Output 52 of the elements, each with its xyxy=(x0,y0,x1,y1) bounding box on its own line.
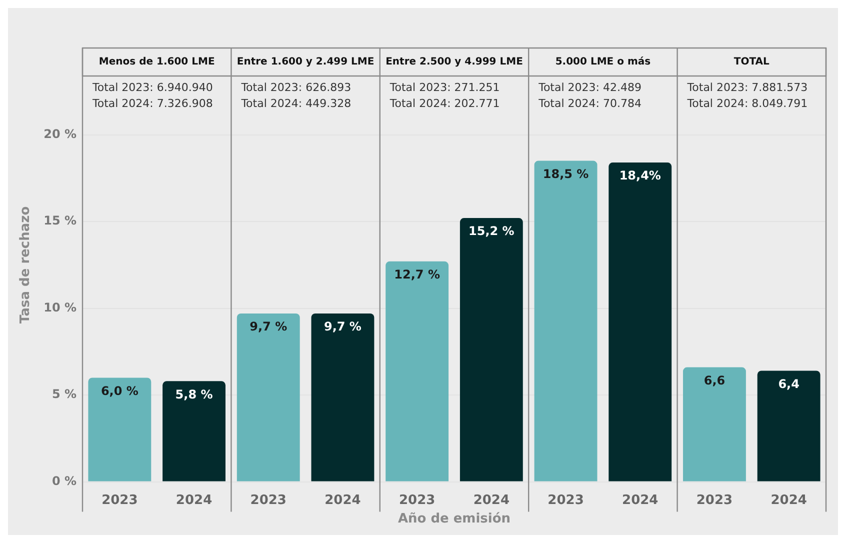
annotation: Total 2024: 7.326.908 xyxy=(92,96,213,110)
y-axis-title: Tasa de rechazo xyxy=(18,206,34,324)
annotation: Total 2024: 70.784 xyxy=(538,96,642,110)
y-tick-label: 10 % xyxy=(44,300,76,314)
y-tick-label: 15 % xyxy=(44,214,76,228)
annotation: Total 2023: 271.251 xyxy=(388,80,500,94)
data-label: 12,7 % xyxy=(394,268,440,282)
annotation: Total 2023: 6.940.940 xyxy=(92,80,213,94)
annotation: Total 2024: 202.771 xyxy=(388,96,500,110)
x-axis-title: Año de emisión xyxy=(398,512,511,527)
bar xyxy=(236,313,300,482)
annotation: Total 2023: 626.893 xyxy=(240,80,352,94)
data-label: 6,0 % xyxy=(100,384,138,398)
x-tick-label: 2024 xyxy=(176,492,212,508)
annotation: 5.000 LME o más xyxy=(555,56,651,68)
bar xyxy=(608,162,672,482)
annotation: Entre 1.600 y 2.499 LME xyxy=(236,56,374,68)
data-label: 15,2 % xyxy=(468,224,514,238)
bar xyxy=(534,160,598,482)
annotation: Entre 2.500 y 4.999 LME xyxy=(386,56,524,68)
bar xyxy=(386,261,449,482)
annotation: TOTAL xyxy=(734,56,770,68)
annotation: Total 2023: 7.881.573 xyxy=(686,80,808,94)
annotation: Total 2023: 42.489 xyxy=(538,80,642,94)
bar xyxy=(311,313,374,482)
bar xyxy=(88,378,152,482)
x-tick-label: 2023 xyxy=(250,492,286,508)
y-tick-label: 20 % xyxy=(44,126,76,141)
data-label: 9,7 % xyxy=(250,320,288,334)
annotation: Menos de 1.600 LME xyxy=(98,56,215,68)
x-tick-label: 2023 xyxy=(696,492,733,508)
x-tick-label: 2024 xyxy=(473,492,510,508)
annotation: Total 2024: 8.049.791 xyxy=(686,96,808,110)
x-tick-label: 2023 xyxy=(102,492,138,508)
x-tick-label: 2024 xyxy=(324,492,361,508)
data-label: 18,5 % xyxy=(542,166,589,181)
data-label: 6,4 xyxy=(778,376,800,391)
y-tick-label: 5 % xyxy=(52,387,76,402)
x-tick-label: 2024 xyxy=(622,492,658,508)
bar xyxy=(757,370,820,482)
data-label: 9,7 % xyxy=(324,320,362,334)
bar xyxy=(162,381,226,482)
data-label: 18,4% xyxy=(619,168,661,183)
x-tick-label: 2024 xyxy=(770,492,807,508)
annotation: Total 2024: 449.328 xyxy=(240,96,352,110)
bar xyxy=(460,218,523,482)
x-tick-label: 2023 xyxy=(548,492,584,508)
bar xyxy=(683,367,746,482)
x-tick-label: 2023 xyxy=(398,492,436,508)
data-label: 5,8 % xyxy=(175,387,213,402)
data-label: 6,6 xyxy=(704,373,726,388)
y-tick-label: 0 % xyxy=(52,474,76,488)
